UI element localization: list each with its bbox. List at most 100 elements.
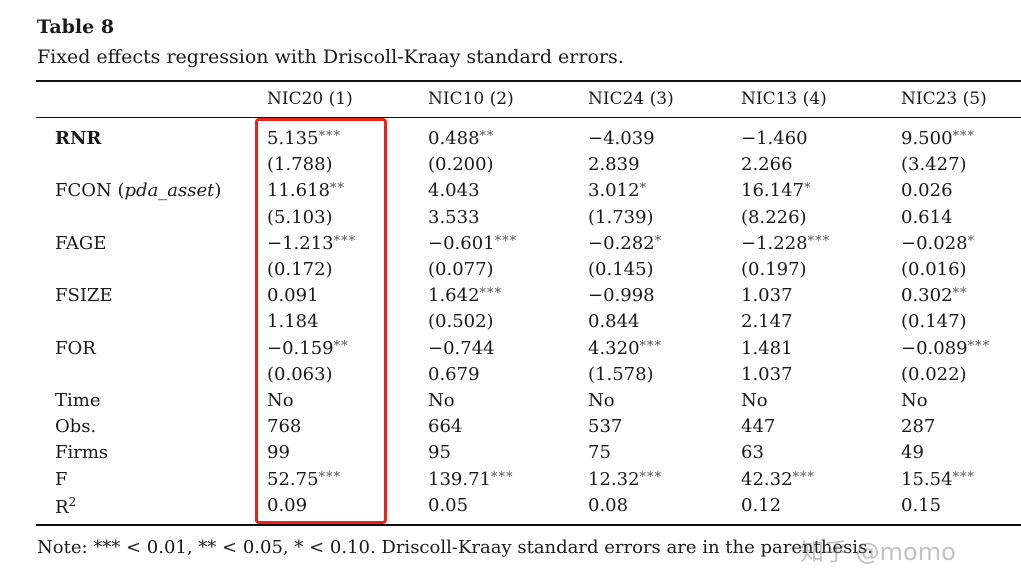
cell-value: 0.302: [901, 285, 953, 307]
cell-value: 4.320: [588, 337, 640, 359]
table-cell: (0.077): [428, 259, 494, 280]
table-cell: −0.282*: [588, 233, 662, 254]
table-cell: (3.427): [901, 154, 967, 175]
column-header: NIC13 (4): [741, 89, 827, 109]
table-cell: No: [267, 390, 294, 411]
cell-value: 0.05: [428, 494, 469, 516]
cell-value: 1.642: [428, 285, 480, 307]
cell-value: (0.077): [428, 259, 494, 280]
significance-stars: **: [329, 181, 345, 197]
significance-stars: **: [479, 129, 495, 144]
cell-value: (0.147): [901, 311, 967, 333]
watermark: 知乎 @momo: [800, 538, 956, 566]
table-caption: Fixed effects regression with Driscoll-K…: [37, 46, 624, 68]
cell-value: 11.618: [267, 180, 330, 202]
table-row: Obs. 768 664 537 447 287: [0, 416, 1021, 442]
cell-value: 0.026: [901, 180, 953, 202]
table-cell: −0.601***: [428, 233, 517, 254]
table-cell: (5.103): [267, 207, 333, 228]
significance-stars: ***: [479, 286, 503, 302]
cell-value: 1.037: [741, 285, 793, 307]
significance-stars: *: [803, 181, 812, 197]
cell-value: −0.282: [588, 232, 655, 254]
row-label: Obs.: [55, 416, 96, 437]
table-cell: (0.147): [901, 311, 967, 332]
significance-stars: *: [967, 233, 976, 249]
cell-value: 3.012: [588, 180, 640, 202]
cell-value: 1.481: [741, 337, 793, 359]
row-label-variable: pda_asset: [124, 180, 215, 202]
cell-value: 0.614: [901, 206, 953, 228]
table-cell: 49: [901, 442, 924, 463]
significance-stars: ***: [494, 233, 518, 249]
table-cell: 11.618**: [267, 180, 345, 201]
cell-value: 447: [741, 416, 776, 438]
table-cell: 447: [741, 416, 775, 437]
table-cell: No: [588, 390, 615, 411]
significance-stars: ***: [952, 469, 976, 485]
cell-value: −0.159: [267, 337, 334, 359]
row-label-text: Obs.: [55, 416, 97, 438]
table-cell: (0.502): [428, 311, 494, 332]
significance-stars: *: [639, 181, 648, 197]
cell-value: 42.32: [741, 468, 793, 490]
cell-value: 0.091: [267, 285, 319, 307]
table-cell: −0.159**: [267, 338, 349, 359]
table-cell: 287: [901, 416, 935, 437]
table-cell: (0.063): [267, 364, 333, 385]
column-header: NIC20 (1): [267, 89, 353, 109]
header-rule: [36, 117, 1021, 118]
cell-value: No: [428, 390, 455, 411]
cell-value: −0.089: [901, 337, 968, 359]
row-label-superscript: 2: [68, 494, 77, 509]
row-label: FSIZE: [55, 285, 113, 306]
row-label-text: FAGE: [55, 232, 107, 254]
cell-value: 2.266: [741, 154, 793, 176]
cell-value: 95: [428, 442, 451, 464]
cell-value: 12.32: [588, 468, 640, 490]
cell-value: 0.15: [901, 494, 942, 516]
cell-value: 1.184: [267, 311, 319, 333]
table-row: (0.063) 0.679 (1.578) 1.037 (0.022): [0, 364, 1021, 390]
cell-value: −0.601: [428, 232, 495, 254]
table-row: 1.184 (0.502) 0.844 2.147 (0.147): [0, 311, 1021, 337]
cell-value: −0.028: [901, 232, 968, 254]
table-cell: (1.578): [588, 364, 654, 385]
cell-value: −0.998: [588, 285, 655, 307]
table-cell: 1.481: [741, 338, 793, 359]
cell-value: No: [741, 390, 768, 411]
table-cell: 0.09: [267, 495, 307, 516]
row-label-text: R: [55, 496, 69, 518]
table-cell: 9.500***: [901, 128, 975, 149]
table-cell: 0.05: [428, 495, 468, 516]
cell-value: 75: [588, 442, 611, 464]
cell-value: (0.016): [901, 259, 967, 280]
row-label-text: F: [55, 468, 68, 490]
cell-value: No: [267, 390, 294, 411]
cell-value: 5.135: [267, 128, 319, 149]
table-cell: 4.320***: [588, 338, 662, 359]
table-cell: 52.75***: [267, 469, 341, 490]
cell-value: (1.788): [267, 154, 333, 176]
table-cell: 1.037: [741, 364, 793, 385]
significance-stars: ***: [333, 233, 357, 249]
table-cell: 768: [267, 416, 301, 437]
cell-value: 15.54: [901, 468, 953, 490]
top-rule: [36, 80, 1021, 82]
table-row: Time No No No No No: [0, 390, 1021, 416]
cell-value: 0.679: [428, 363, 480, 385]
table-cell: 12.32***: [588, 469, 662, 490]
table-cell: 664: [428, 416, 462, 437]
cell-value: 287: [901, 416, 936, 438]
cell-value: −0.744: [428, 337, 495, 359]
bottom-rule: [36, 524, 1021, 526]
table-row: FOR −0.159** −0.744 4.320*** 1.481 −0.089***: [0, 338, 1021, 364]
table-row: FCON (pda_asset) 11.618** 4.043 3.012* 16.14…: [0, 180, 1021, 206]
cell-value: 99: [267, 442, 290, 464]
cell-value: 49: [901, 442, 924, 464]
row-label: FOR: [55, 338, 96, 359]
table-cell: 1.037: [741, 285, 793, 306]
cell-value: 664: [428, 416, 463, 438]
table-cell: 0.488**: [428, 128, 495, 149]
table-cell: 3.012*: [588, 180, 647, 201]
